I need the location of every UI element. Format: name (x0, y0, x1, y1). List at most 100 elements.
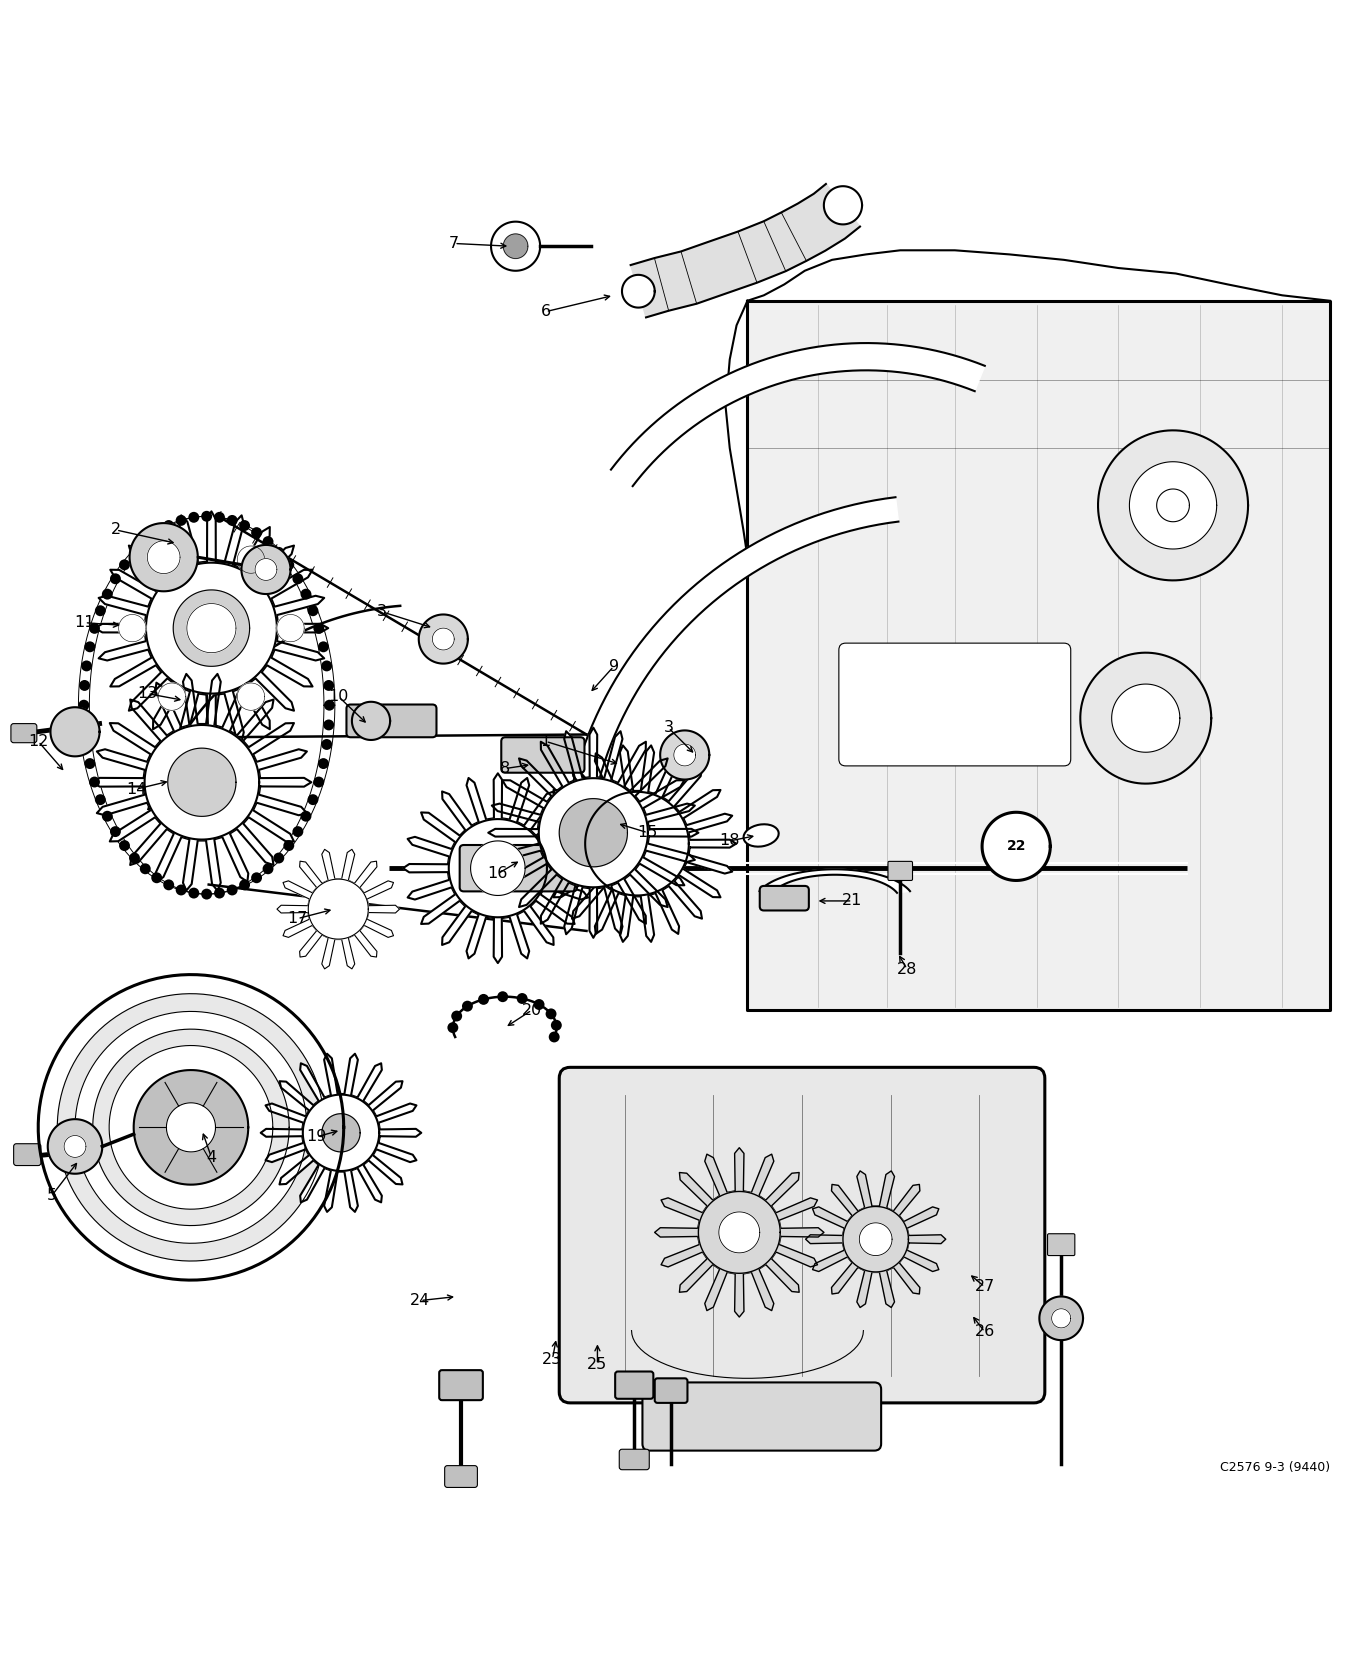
Circle shape (188, 888, 199, 898)
Circle shape (307, 793, 318, 805)
Text: 1: 1 (540, 734, 551, 749)
FancyBboxPatch shape (615, 1371, 653, 1399)
Circle shape (517, 993, 528, 1004)
Polygon shape (402, 774, 593, 963)
Polygon shape (491, 222, 540, 271)
Polygon shape (237, 546, 265, 573)
Polygon shape (563, 498, 899, 838)
Circle shape (79, 681, 90, 691)
FancyBboxPatch shape (839, 642, 1071, 765)
Text: 12: 12 (29, 734, 48, 749)
Circle shape (546, 1008, 557, 1019)
FancyBboxPatch shape (559, 1067, 1045, 1403)
Circle shape (300, 589, 311, 599)
Text: 17: 17 (288, 911, 307, 926)
Circle shape (314, 777, 325, 787)
Circle shape (214, 511, 225, 523)
Text: 20: 20 (522, 1003, 542, 1018)
Polygon shape (130, 523, 198, 591)
Circle shape (151, 872, 162, 883)
Circle shape (89, 777, 100, 787)
Text: 27: 27 (975, 1280, 994, 1295)
Circle shape (89, 622, 100, 634)
Circle shape (239, 520, 250, 531)
Circle shape (239, 880, 250, 890)
Circle shape (226, 885, 237, 895)
FancyBboxPatch shape (346, 704, 436, 737)
FancyBboxPatch shape (14, 1144, 41, 1165)
Text: 21: 21 (843, 893, 862, 908)
Circle shape (548, 1031, 559, 1042)
Text: 22: 22 (1007, 840, 1026, 853)
Circle shape (95, 606, 106, 616)
Polygon shape (806, 1170, 945, 1308)
Polygon shape (559, 798, 627, 867)
Polygon shape (1080, 652, 1211, 784)
Circle shape (551, 1019, 562, 1031)
Polygon shape (145, 725, 259, 840)
FancyBboxPatch shape (619, 1449, 649, 1469)
Circle shape (119, 840, 130, 852)
Circle shape (151, 528, 162, 538)
Circle shape (318, 759, 329, 769)
FancyBboxPatch shape (655, 1378, 687, 1403)
Polygon shape (698, 1192, 780, 1273)
Polygon shape (308, 880, 368, 940)
Polygon shape (64, 1135, 86, 1157)
Circle shape (292, 573, 303, 584)
Polygon shape (119, 614, 146, 642)
Polygon shape (843, 1207, 908, 1272)
Text: 2: 2 (110, 523, 121, 538)
Circle shape (318, 641, 329, 652)
Circle shape (251, 528, 262, 538)
Circle shape (201, 888, 211, 900)
Text: 13: 13 (138, 686, 157, 701)
Circle shape (164, 880, 175, 890)
Polygon shape (57, 994, 325, 1262)
Polygon shape (760, 870, 910, 893)
Text: 6: 6 (540, 304, 551, 319)
Circle shape (322, 661, 333, 671)
Text: 23: 23 (543, 1351, 562, 1366)
Circle shape (102, 810, 113, 822)
Polygon shape (1112, 684, 1180, 752)
Text: 5: 5 (46, 1189, 57, 1204)
Polygon shape (147, 541, 180, 574)
Polygon shape (38, 974, 344, 1280)
FancyBboxPatch shape (760, 886, 809, 910)
Circle shape (140, 536, 150, 548)
Circle shape (176, 515, 187, 526)
Circle shape (273, 853, 284, 863)
Circle shape (85, 759, 95, 769)
Text: 14: 14 (127, 782, 146, 797)
Circle shape (130, 853, 140, 863)
Polygon shape (432, 627, 454, 651)
Circle shape (292, 827, 303, 837)
Polygon shape (166, 1102, 216, 1152)
Polygon shape (824, 186, 862, 224)
Circle shape (284, 840, 295, 852)
Text: 9: 9 (608, 659, 619, 674)
Polygon shape (241, 544, 291, 594)
Circle shape (314, 622, 325, 634)
Circle shape (110, 573, 121, 584)
Polygon shape (158, 682, 186, 710)
Polygon shape (419, 614, 468, 664)
Polygon shape (109, 1046, 273, 1208)
Circle shape (80, 739, 91, 750)
Polygon shape (277, 614, 304, 642)
Circle shape (79, 719, 90, 730)
Circle shape (322, 739, 333, 750)
Text: 18: 18 (719, 833, 741, 848)
Circle shape (95, 793, 106, 805)
Text: C2576 9-3 (9440): C2576 9-3 (9440) (1219, 1461, 1330, 1474)
Circle shape (323, 719, 334, 730)
Polygon shape (1039, 1296, 1083, 1340)
Text: 4: 4 (206, 1150, 217, 1165)
Circle shape (102, 589, 113, 599)
Text: 8: 8 (499, 762, 510, 777)
Circle shape (325, 701, 336, 710)
Text: 3: 3 (376, 604, 387, 619)
Polygon shape (50, 707, 100, 757)
FancyBboxPatch shape (888, 862, 913, 880)
